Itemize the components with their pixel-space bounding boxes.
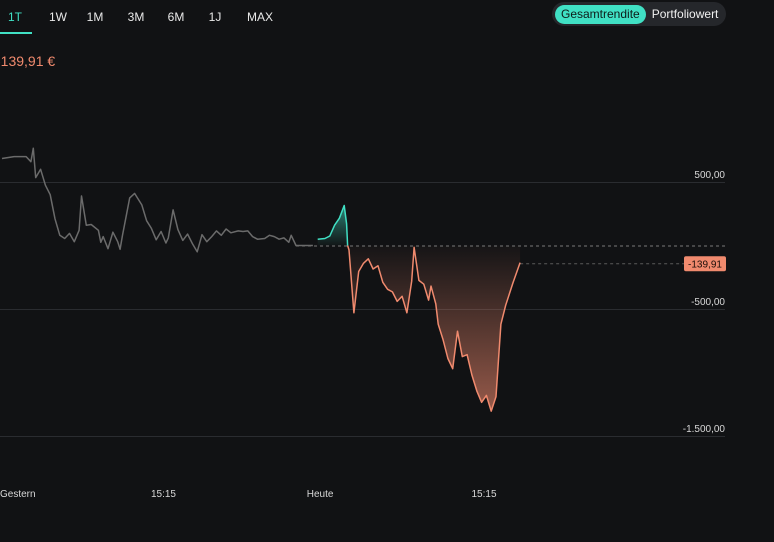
y-axis-labels: 500,00 -500,00 -1.500,00	[683, 170, 726, 435]
series-lines	[1, 147, 521, 412]
gridlines	[0, 182, 725, 437]
x-axis-labels: Gestern 15:15 Heute 15:15	[0, 489, 497, 500]
range-tab-1t[interactable]: 1T	[0, 0, 32, 34]
today-negative-area	[347, 245, 521, 412]
range-tab-1j[interactable]: 1J	[208, 10, 222, 24]
area-fills	[317, 205, 521, 412]
current-value-badge-label: -139,91	[688, 259, 722, 270]
today-positive-line	[317, 204, 349, 246]
chart-mode-toggle: Gesamtrendite Portfoliowert	[552, 2, 726, 26]
x-tick-label: 15:15	[151, 489, 176, 500]
x-tick-label: 15:15	[471, 489, 496, 500]
time-range-tabs: 1T 1W 1M 3M 6M 1J MAX	[0, 0, 282, 34]
today-negative-line	[346, 245, 521, 412]
mode-portfolio-value-button[interactable]: Portfoliowert	[651, 6, 719, 21]
range-tab-3m[interactable]: 3M	[127, 10, 145, 24]
current-value-badge-bg	[684, 256, 726, 272]
range-tab-max[interactable]: MAX	[246, 10, 273, 24]
yesterday-line	[1, 147, 313, 253]
today-positive-area	[317, 205, 348, 246]
y-tick-label: -500,00	[691, 297, 725, 308]
total-return-value: -139,91 €	[0, 53, 56, 69]
x-tick-label: Gestern	[0, 489, 36, 500]
range-tab-6m[interactable]: 6M	[167, 10, 185, 24]
range-tab-1w[interactable]: 1W	[49, 10, 67, 24]
y-tick-label: -1.500,00	[683, 424, 726, 435]
current-value-badge: -139,91	[684, 256, 726, 272]
range-tab-1m[interactable]: 1M	[86, 10, 104, 24]
x-tick-label: Heute	[307, 489, 334, 500]
mode-total-return-button[interactable]: Gesamtrendite	[555, 4, 646, 24]
y-tick-label: 500,00	[694, 170, 725, 181]
